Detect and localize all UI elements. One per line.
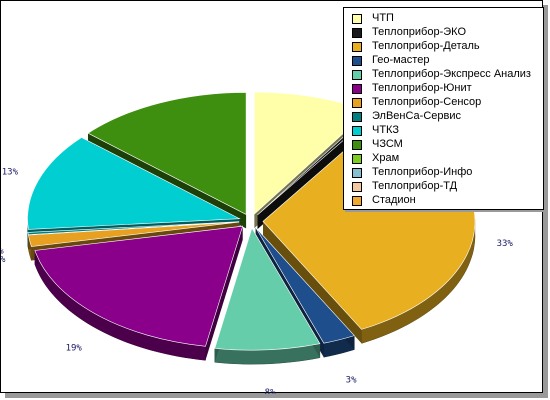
pie-edge-5-0 xyxy=(205,226,243,361)
legend-item-1: Теплоприбор-ЭКО xyxy=(352,26,466,39)
legend-label-4: Теплоприбор-Экспресс Анализ xyxy=(372,68,531,80)
legend-label-0: ЧТП xyxy=(372,12,394,24)
legend-swatch-1 xyxy=(352,27,362,38)
legend-item-3: Гео-мастер xyxy=(352,54,429,67)
legend-label-5: Теплоприбор-Юнит xyxy=(372,82,472,94)
legend-item-11: Теплоприбор-Инфо xyxy=(352,166,472,179)
legend-item-6: Теплоприбор-Сенсор xyxy=(352,96,481,109)
legend-item-7: ЭлВенСа-Сервис xyxy=(352,110,461,123)
legend-swatch-11 xyxy=(352,167,362,178)
legend-label-8: ЧТКЗ xyxy=(372,124,399,136)
pct-label-8: 13% xyxy=(2,168,19,178)
pie-slice-4[interactable] xyxy=(214,227,321,351)
legend-label-2: Теплоприбор-Деталь xyxy=(372,40,480,52)
legend-label-12: Теплоприбор-ТД xyxy=(372,180,458,192)
legend-swatch-9 xyxy=(352,139,362,150)
legend-item-12: Теплоприбор-ТД xyxy=(352,180,457,193)
legend-swatch-3 xyxy=(352,55,362,66)
pie-edge-6-1 xyxy=(28,222,240,250)
legend-item-13: Стадион xyxy=(352,194,416,207)
legend-swatch-8 xyxy=(352,125,362,136)
legend-label-7: ЭлВенСа-Сервис xyxy=(372,110,462,122)
legend-label-10: Храм xyxy=(372,152,400,164)
legend-item-4: Теплоприбор-Экспресс Анализ xyxy=(352,68,531,81)
legend-swatch-0 xyxy=(352,13,362,24)
legend-label-13: Стадион xyxy=(372,194,416,206)
pct-label-7: 0% xyxy=(1,246,4,256)
pie-slice-5[interactable] xyxy=(34,225,244,347)
legend-label-9: ЧЗСМ xyxy=(372,138,403,150)
legend-swatch-7 xyxy=(352,111,362,122)
pct-label-3: 3% xyxy=(346,376,357,386)
pie-slice-3[interactable] xyxy=(255,227,355,344)
legend-label-1: Теплоприбор-ЭКО xyxy=(372,26,466,38)
legend-item-2: Теплоприбор-Деталь xyxy=(352,40,480,53)
legend-swatch-12 xyxy=(352,181,362,192)
pct-label-6: 1% xyxy=(1,255,6,265)
legend-swatch-10 xyxy=(352,153,362,164)
legend-label-11: Теплоприбор-Инфо xyxy=(372,166,473,178)
pie-slice-6[interactable] xyxy=(28,221,240,247)
pct-label-2: 33% xyxy=(497,239,514,249)
pct-label-5: 19% xyxy=(66,344,83,354)
pie-slice-9[interactable] xyxy=(87,92,247,215)
legend-item-5: Теплоприбор-Юнит xyxy=(352,82,472,95)
chart-legend: ЧТП Теплоприбор-ЭКО Теплоприбор-Деталь Гео-… xyxy=(343,7,544,210)
legend-item-10: Храм xyxy=(352,152,399,165)
chart-frame: 0%33%3%8%19%1%0%13% ЧТПТеплоприбор-ЭКОТе… xyxy=(0,0,544,394)
legend-label-3: Гео-мастер xyxy=(372,54,430,66)
legend-swatch-4 xyxy=(352,69,362,80)
legend-item-9: ЧЗСМ xyxy=(352,138,403,151)
legend-swatch-13 xyxy=(352,195,362,206)
legend-swatch-2 xyxy=(352,41,362,52)
pie-slice-7[interactable] xyxy=(27,221,240,236)
pct-label-4: 8% xyxy=(265,388,276,394)
pie-edge-2-1 xyxy=(262,221,362,344)
legend-label-6: Теплоприбор-Сенсор xyxy=(372,96,482,108)
legend-item-0: ЧТП xyxy=(352,12,394,25)
legend-swatch-5 xyxy=(352,83,362,94)
pie-slice-8[interactable] xyxy=(27,137,241,230)
legend-item-8: ЧТКЗ xyxy=(352,124,399,137)
legend-swatch-6 xyxy=(352,97,362,108)
